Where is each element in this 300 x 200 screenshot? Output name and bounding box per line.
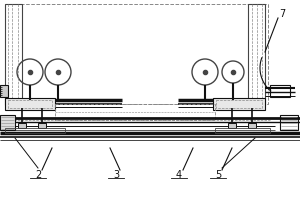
Text: 7: 7 (279, 9, 285, 19)
Bar (5, 4, 268, 104)
Bar (215, 128, 270, 133)
Bar (270, 85, 290, 97)
Bar (248, 123, 256, 128)
Bar (5, 128, 65, 133)
Bar (38, 123, 46, 128)
Bar (5, 4, 22, 105)
Text: 4: 4 (176, 170, 182, 180)
Bar (216, 100, 262, 108)
Bar (5, 98, 55, 110)
Bar (228, 123, 236, 128)
Bar (0, 115, 15, 130)
Bar (280, 115, 298, 130)
Bar (8, 100, 52, 108)
Bar (18, 123, 26, 128)
Bar (213, 98, 265, 110)
Text: 3: 3 (113, 170, 119, 180)
Bar (0, 85, 8, 97)
Bar (248, 4, 265, 105)
Bar (55, 104, 215, 120)
Text: 2: 2 (35, 170, 41, 180)
Text: 5: 5 (215, 170, 221, 180)
